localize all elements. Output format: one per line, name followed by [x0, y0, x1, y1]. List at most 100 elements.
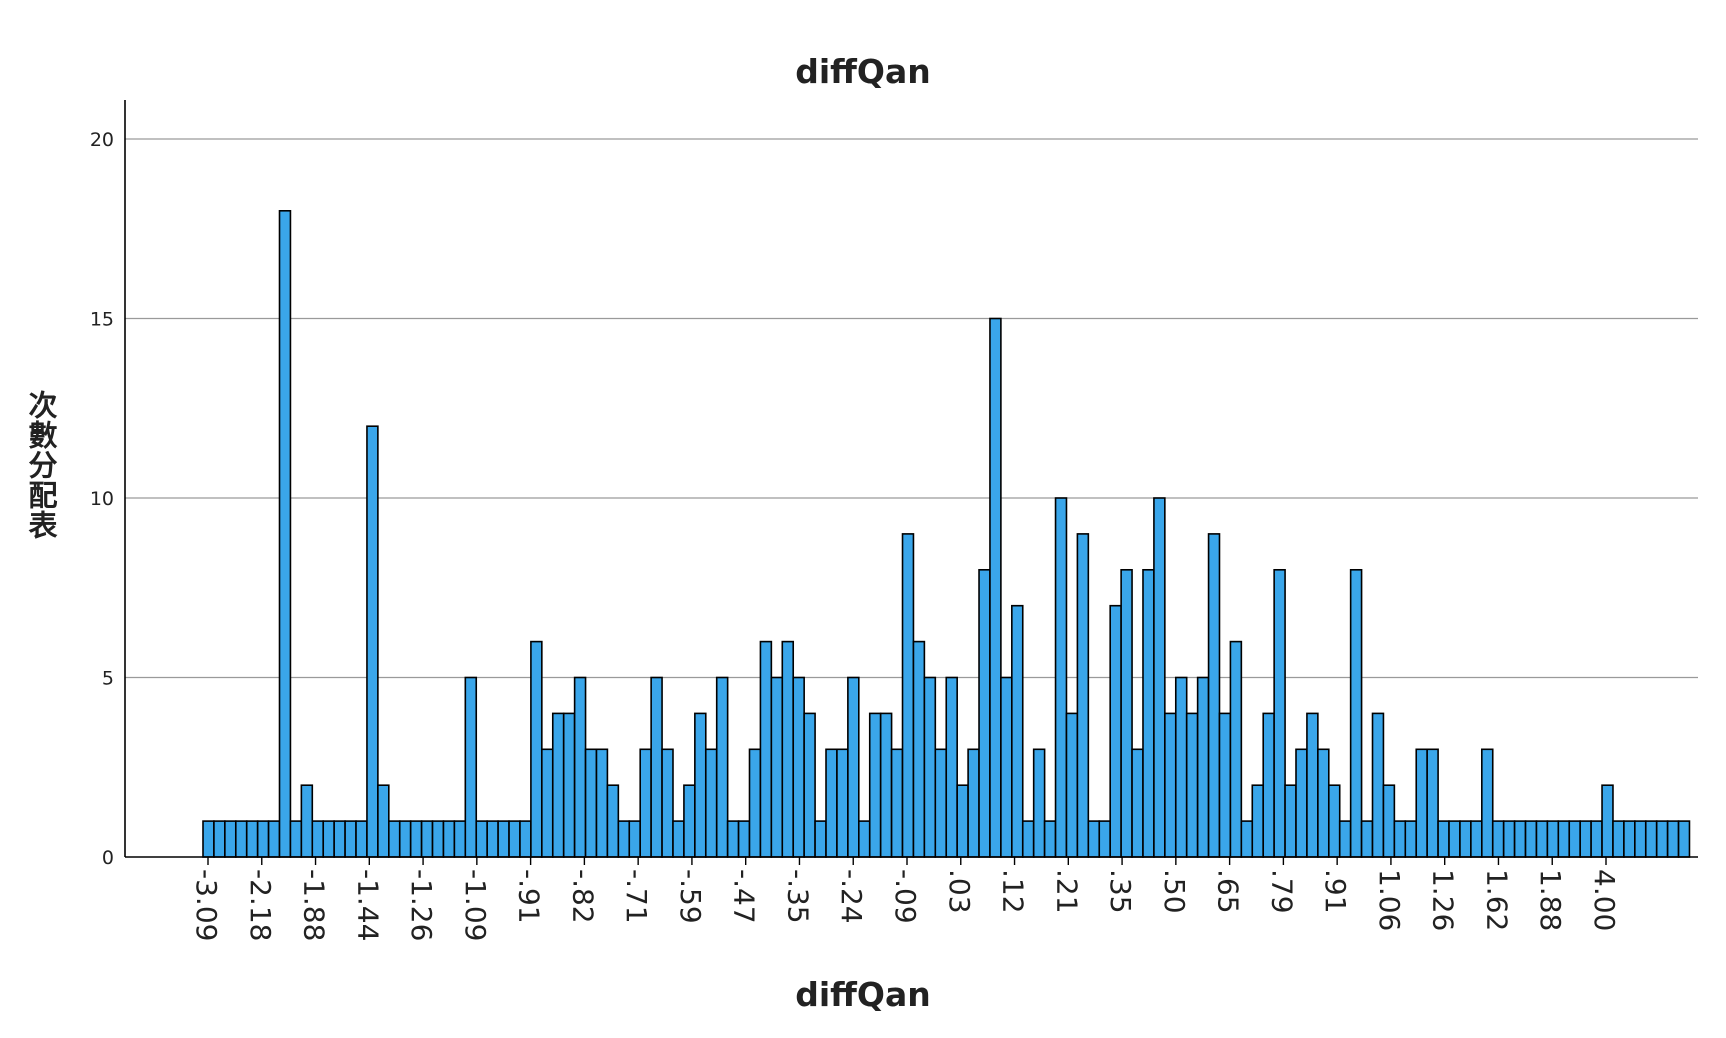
histogram-bar	[278, 210, 292, 858]
histogram-bar	[1666, 820, 1680, 858]
x-tick-label: -.24	[835, 869, 868, 924]
histogram-bar	[1448, 820, 1461, 858]
histogram-bar	[377, 784, 390, 858]
histogram-bar	[366, 425, 379, 858]
histogram-bar	[857, 820, 871, 858]
histogram-bar	[792, 676, 805, 858]
histogram-bar	[879, 712, 893, 858]
histogram-bar	[213, 820, 226, 858]
histogram-bar	[1207, 533, 1221, 858]
histogram-bar	[1284, 784, 1297, 858]
x-tick-label: .03	[943, 869, 976, 914]
histogram-bar	[1459, 820, 1472, 858]
histogram-bar	[464, 676, 478, 858]
histogram-bar	[978, 568, 991, 858]
histogram-bar	[1153, 497, 1166, 858]
histogram-bar	[519, 820, 532, 858]
histogram-bar	[1470, 820, 1483, 858]
histogram-bar	[245, 820, 259, 858]
histogram-bar	[1218, 712, 1232, 858]
histogram-bar	[497, 820, 510, 858]
histogram-bar	[726, 820, 740, 858]
histogram-bar	[398, 820, 412, 858]
histogram-bar	[1612, 820, 1625, 858]
histogram-bar	[234, 820, 248, 858]
histogram-bar	[420, 820, 434, 858]
histogram-bar	[803, 712, 816, 858]
histogram-bar	[1098, 820, 1111, 858]
x-tick-label: -1.44	[351, 869, 384, 941]
histogram-bar	[562, 712, 576, 858]
histogram-bar	[1491, 820, 1505, 858]
histogram-bar	[748, 748, 762, 858]
x-tick-label: .91	[1319, 869, 1352, 914]
histogram-bar	[661, 748, 674, 858]
histogram-bar	[1317, 748, 1330, 858]
histogram-bar	[202, 820, 215, 858]
histogram-bar	[628, 820, 642, 858]
x-tick-label: -.91	[513, 869, 546, 924]
histogram-bar	[1426, 748, 1439, 858]
x-tick-label: -.09	[889, 869, 922, 924]
histogram-bar	[825, 748, 838, 858]
x-tick-label: 1.06	[1373, 869, 1406, 931]
histogram-bar	[694, 712, 707, 858]
histogram-bar	[715, 676, 729, 858]
histogram-bar	[1437, 820, 1450, 858]
histogram-bar	[1076, 533, 1090, 858]
histogram-bar	[1000, 676, 1013, 858]
x-tick-label: .79	[1265, 869, 1298, 914]
histogram-bar	[704, 748, 718, 858]
histogram-bar	[989, 317, 1002, 858]
histogram-bar	[1623, 820, 1636, 858]
histogram-bar	[1174, 676, 1188, 858]
histogram-bar	[1229, 640, 1243, 858]
y-tick-label: 15	[90, 309, 114, 331]
histogram-bar	[1065, 712, 1079, 858]
histogram-bar	[836, 748, 849, 858]
histogram-bar	[1524, 820, 1538, 858]
histogram-bar	[541, 748, 554, 858]
histogram-bar	[1295, 748, 1308, 858]
histogram-bar	[1371, 712, 1385, 858]
histogram-bar	[344, 820, 357, 858]
x-tick-label: -.71	[620, 869, 653, 924]
histogram-bar	[1273, 568, 1286, 858]
x-tick-label: -1.88	[298, 869, 331, 941]
histogram-bar	[1634, 820, 1647, 858]
histogram-bar	[759, 640, 773, 858]
histogram-bar	[890, 748, 904, 858]
histogram-bar	[508, 820, 521, 858]
histogram-bar	[486, 820, 499, 858]
y-tick-label: 0	[102, 847, 114, 869]
x-tick-label: .12	[997, 869, 1030, 914]
x-tick-label: -1.26	[405, 869, 438, 941]
histogram-bar	[1382, 784, 1396, 858]
histogram-bar	[1590, 820, 1603, 858]
histogram-bar	[1360, 820, 1374, 858]
y-tick-label: 10	[90, 488, 114, 510]
histogram-bar	[1644, 820, 1658, 858]
histogram-bar	[1032, 748, 1046, 858]
histogram-bar	[1393, 820, 1407, 858]
histogram-bar	[1415, 748, 1428, 858]
histogram-bar	[945, 676, 958, 858]
histogram-bar	[322, 820, 335, 858]
y-tick-label: 20	[90, 129, 114, 151]
histogram-bar	[770, 676, 784, 858]
histogram-bar	[1185, 712, 1199, 858]
x-tick-label: 1.88	[1534, 869, 1567, 931]
histogram-bar	[453, 820, 467, 858]
histogram-bar	[333, 820, 346, 858]
x-tick-label: -.82	[566, 869, 599, 924]
histogram-bar	[847, 676, 860, 858]
x-tick-label: .50	[1158, 869, 1191, 914]
chart-title: diffQan	[795, 52, 931, 91]
histogram-bar	[1109, 604, 1122, 858]
x-axis-title: diffQan	[795, 975, 931, 1014]
histogram-bar	[1502, 820, 1516, 858]
histogram-bar	[967, 748, 980, 858]
histogram-bar	[934, 748, 948, 858]
histogram-bar	[650, 676, 663, 858]
